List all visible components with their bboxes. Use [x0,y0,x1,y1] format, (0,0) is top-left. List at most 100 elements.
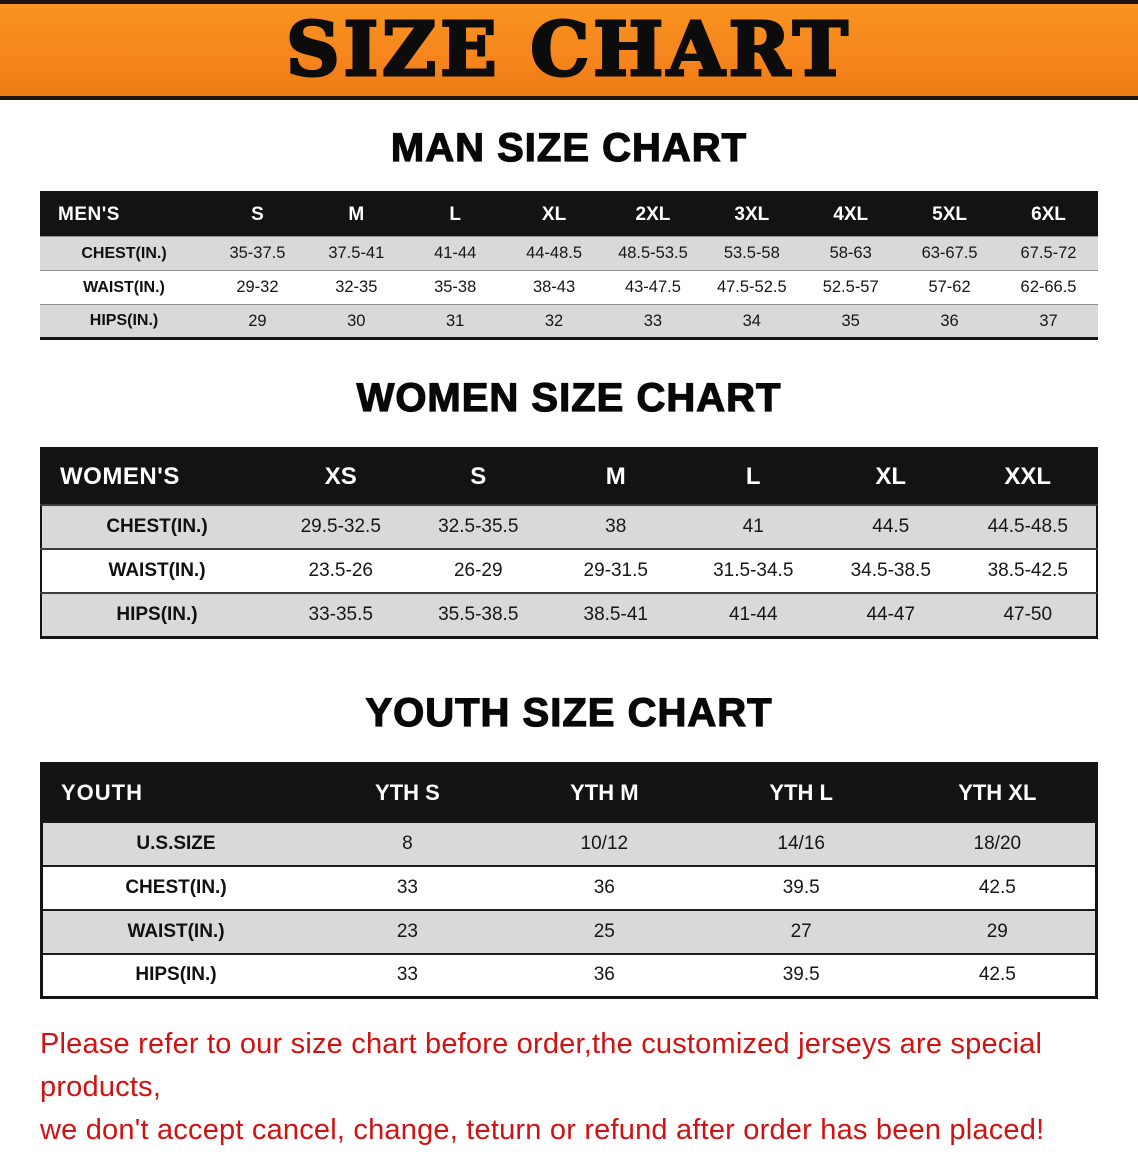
size-header-cell: XXL [959,448,1097,505]
value-cell: 32.5-35.5 [409,505,547,549]
value-cell: 44.5 [822,505,960,549]
value-cell: 38 [547,505,685,549]
size-header-cell: 5XL [900,192,999,237]
value-cell: 27 [702,909,900,954]
value-cell: 35-38 [405,270,505,305]
value-cell: 47-50 [959,593,1097,637]
women-section-heading: WOMEN SIZE CHART [356,375,782,420]
value-cell: 53.5-58 [702,236,802,271]
size-header-cell: M [306,192,406,237]
value-cell: 8 [309,821,506,866]
size-header-cell: 4XL [801,192,901,237]
disclaimer-line-2: we don't accept cancel, change, teturn o… [40,1114,1045,1146]
men-section-heading: MAN SIZE CHART [390,125,748,170]
youth-section-heading: YOUTH SIZE CHART [365,690,773,735]
disclaimer: Please refer to our size chart before or… [40,1023,1098,1152]
value-cell: 33 [603,304,703,339]
size-header-cell: YTH S [309,763,506,822]
table-title-cell: MEN'S [40,192,208,237]
size-chart-banner: SIZE CHART [0,0,1138,100]
table-row: HIPS(IN.) 29 30 31 32 33 34 35 36 37 [40,304,1098,339]
value-cell: 39.5 [702,865,900,910]
size-header-cell: YTH L [702,763,900,822]
size-header-cell: YTH XL [899,763,1097,822]
size-header-cell: YTH M [505,763,703,822]
table-header-row: WOMEN'S XS S M L XL XXL [41,448,1097,505]
value-cell: 58-63 [801,236,901,271]
table-header-row: YOUTH YTH S YTH M YTH L YTH XL [41,763,1097,822]
value-cell: 26-29 [409,549,547,593]
value-cell: 31.5-34.5 [684,549,822,593]
section-youth: YOUTH SIZE CHART YOUTH YTH S YTH M YTH L YTH… [0,690,1138,999]
value-cell: 57-62 [900,270,999,305]
size-header-cell: S [409,448,547,505]
value-cell: 52.5-57 [801,270,901,305]
women-size-table: WOMEN'S XS S M L XL XXL CHEST(IN.) 29.5-32.5 32.5… [40,447,1098,639]
value-cell: 41-44 [684,593,822,637]
table-row: HIPS(IN.) 33-35.5 35.5-38.5 38.5-41 41-44 44-… [41,593,1097,637]
value-cell: 35-37.5 [208,236,307,271]
disclaimer-line-1: Please refer to our size chart before or… [40,1028,1043,1103]
size-header-cell: M [547,448,685,505]
table-row: U.S.SIZE 8 10/12 14/16 18/20 [41,821,1097,866]
table-header-row: MEN'S S M L XL 2XL 3XL 4XL 5XL 6XL [40,192,1098,237]
row-label: HIPS(IN.) [41,593,272,637]
value-cell: 38.5-41 [547,593,685,637]
row-label: WAIST(IN.) [40,270,208,305]
value-cell: 37.5-41 [306,236,406,271]
value-cell: 30 [306,304,406,339]
row-label: CHEST(IN.) [40,236,208,271]
table-title-cell: YOUTH [41,763,309,822]
value-cell: 41 [684,505,822,549]
size-header-cell: S [208,192,307,237]
value-cell: 25 [505,909,703,954]
value-cell: 33-35.5 [272,593,410,637]
value-cell: 67.5-72 [999,236,1098,271]
page-title: SIZE CHART [285,7,852,93]
youth-size-table: YOUTH YTH S YTH M YTH L YTH XL U.S.SIZE 8 10/12… [40,761,1098,999]
value-cell: 29 [208,304,307,339]
table-row: WAIST(IN.) 23.5-26 26-29 29-31.5 31.5-34.5 34… [41,549,1097,593]
value-cell: 32 [504,304,604,339]
value-cell: 44.5-48.5 [959,505,1097,549]
size-header-cell: 6XL [999,192,1098,237]
value-cell: 35 [801,304,901,339]
value-cell: 43-47.5 [603,270,703,305]
section-women: WOMEN SIZE CHART WOMEN'S XS S M L XL XXL CHEST(… [0,375,1138,639]
size-header-cell: L [684,448,822,505]
value-cell: 39.5 [702,953,900,998]
value-cell: 34.5-38.5 [822,549,960,593]
value-cell: 36 [505,865,703,910]
size-header-cell: XL [822,448,960,505]
value-cell: 29.5-32.5 [272,505,410,549]
row-label: U.S.SIZE [41,821,309,866]
size-header-cell: XL [504,192,604,237]
value-cell: 38-43 [504,270,604,305]
row-label: WAIST(IN.) [41,549,272,593]
size-header-cell: 2XL [603,192,703,237]
value-cell: 44-47 [822,593,960,637]
size-header-cell: L [405,192,505,237]
value-cell: 31 [405,304,505,339]
value-cell: 33 [309,865,506,910]
size-charts: MAN SIZE CHART MEN'S S M L XL 2XL 3XL 4XL 5XL 6XL… [0,125,1138,999]
value-cell: 29 [899,909,1097,954]
value-cell: 48.5-53.5 [603,236,703,271]
row-label: WAIST(IN.) [41,909,309,954]
table-row: WAIST(IN.) 23 25 27 29 [41,909,1097,954]
value-cell: 62-66.5 [999,270,1098,305]
value-cell: 14/16 [702,821,900,866]
table-row: CHEST(IN.) 29.5-32.5 32.5-35.5 38 41 44.5 44.5… [41,505,1097,549]
row-label: HIPS(IN.) [40,304,208,339]
size-header-cell: 3XL [702,192,802,237]
value-cell: 36 [900,304,999,339]
table-row: CHEST(IN.) 33 36 39.5 42.5 [41,865,1097,910]
size-header-cell: XS [272,448,410,505]
value-cell: 10/12 [505,821,703,866]
table-row: HIPS(IN.) 33 36 39.5 42.5 [41,953,1097,998]
value-cell: 42.5 [899,865,1097,910]
value-cell: 37 [999,304,1098,339]
value-cell: 44-48.5 [504,236,604,271]
value-cell: 35.5-38.5 [409,593,547,637]
section-men: MAN SIZE CHART MEN'S S M L XL 2XL 3XL 4XL 5XL 6XL… [0,125,1138,340]
